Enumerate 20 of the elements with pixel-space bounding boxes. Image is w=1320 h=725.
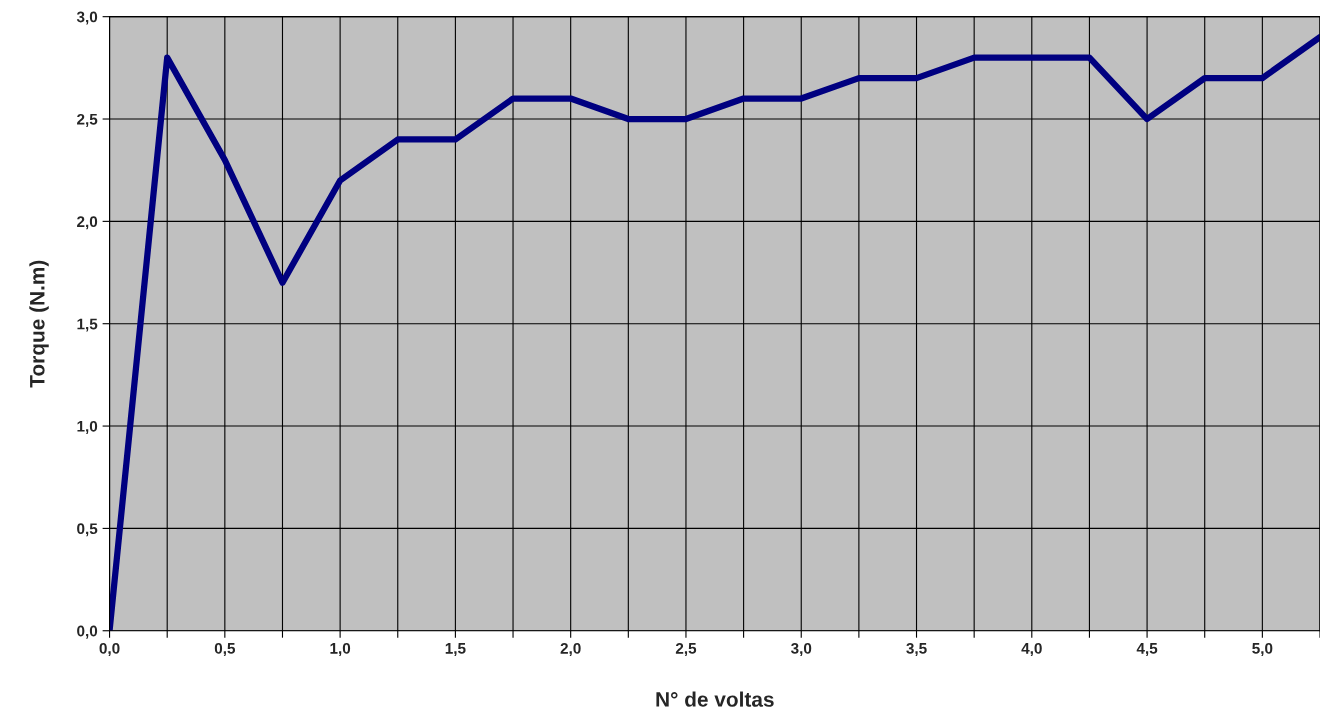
y-axis-title: Torque (N.m) (29, 260, 49, 388)
y-tick-label: 0,0 (77, 625, 98, 639)
x-tick-label: 2,5 (675, 642, 697, 656)
x-tick-label: 5,0 (1252, 642, 1273, 656)
y-tick-label: 1,5 (77, 318, 98, 332)
x-tick-label: 1,5 (445, 643, 466, 656)
x-tick-label: 1,0 (330, 642, 351, 656)
y-tick-label: 2,5 (77, 113, 98, 127)
y-tick-label: 1,0 (77, 420, 98, 434)
x-tick-label: 0,0 (99, 642, 120, 656)
x-tick-label: 3,5 (906, 642, 927, 656)
x-tick-label: 2,0 (560, 642, 581, 656)
x-tick-label: 0,5 (214, 642, 236, 656)
y-tick-label: 3,0 (76, 11, 98, 25)
x-tick-label: 4,0 (1021, 642, 1042, 656)
y-tick-label: 0,5 (77, 523, 98, 537)
y-tick-label: 2,0 (77, 216, 98, 230)
x-tick-label: 3,0 (790, 642, 812, 656)
x-axis-title: N° de voltas (656, 691, 774, 707)
x-tick-label: 4,5 (1136, 643, 1158, 656)
